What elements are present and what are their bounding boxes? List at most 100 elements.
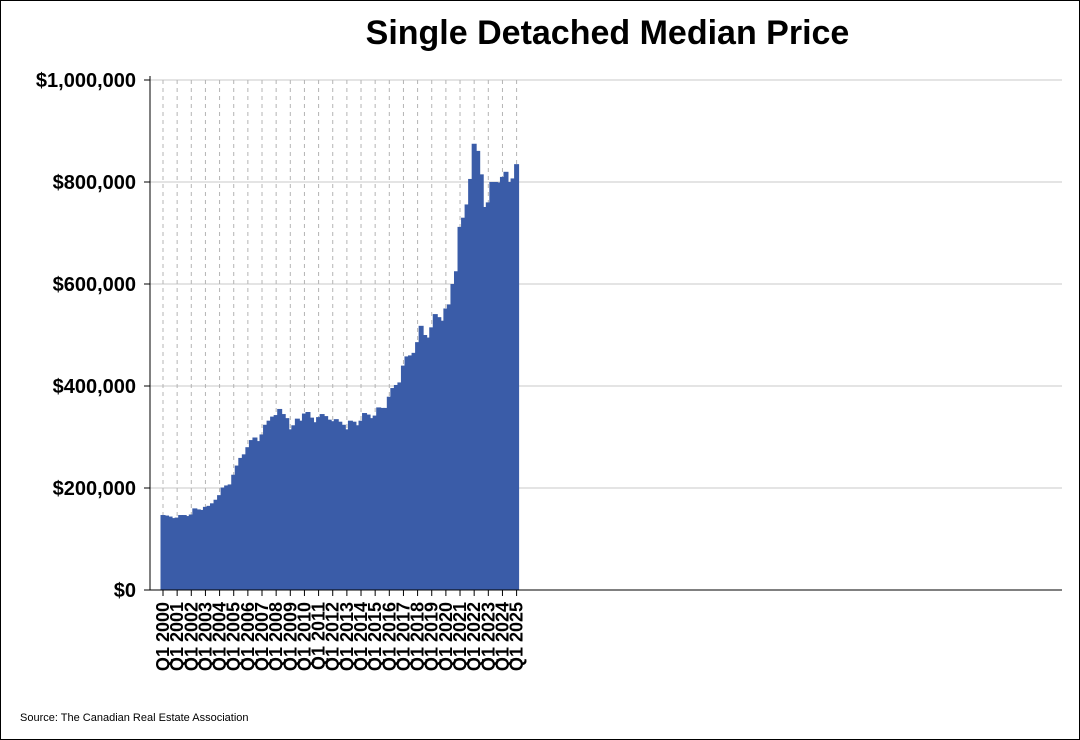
bar: [199, 509, 205, 590]
x-tick-label: Q1 2023: [478, 602, 498, 671]
bar: [489, 182, 495, 590]
y-tick-label: $200,000: [53, 478, 136, 500]
y-tick-label: $0: [114, 580, 136, 602]
x-tick-label: Q1 2016: [379, 602, 399, 671]
y-axis-tick-labels: $0 $200,000 $400,000 $600,000 $800,000 $1,000…: [36, 70, 136, 602]
bar: [280, 414, 286, 590]
bar: [234, 465, 240, 590]
bar: [383, 407, 389, 590]
x-tick-label: Q1 2013: [337, 602, 357, 671]
bar-series: [160, 143, 520, 591]
bar: [277, 408, 283, 590]
bar: [365, 414, 371, 590]
y-tick-label: $1,000,000: [36, 70, 136, 92]
bar: [252, 437, 258, 590]
bar: [202, 506, 208, 590]
bar: [213, 499, 219, 590]
bar: [188, 514, 194, 590]
bar: [400, 365, 406, 590]
bar: [178, 515, 184, 590]
x-tick-label: Q1 2022: [464, 602, 484, 671]
bar: [217, 495, 223, 590]
bar: [298, 420, 304, 590]
bar: [284, 418, 290, 590]
bar: [429, 327, 435, 590]
bar: [337, 421, 343, 590]
bar: [443, 308, 449, 590]
bar: [425, 337, 431, 590]
y-tick-label: $800,000: [53, 172, 136, 194]
bar: [453, 271, 459, 590]
bar: [323, 416, 329, 590]
chart-title: Single Detached Median Price: [365, 14, 850, 52]
bar: [220, 487, 226, 590]
source-note: Source: The Canadian Real Estate Associa…: [20, 712, 249, 724]
bar: [485, 202, 491, 590]
y-tick-label: $600,000: [53, 274, 136, 296]
bar: [418, 325, 424, 590]
bar: [376, 407, 382, 590]
bar: [432, 314, 438, 590]
bar: [291, 425, 297, 590]
bar: [167, 516, 173, 590]
x-tick-label: Q1 2017: [393, 602, 413, 671]
bar: [241, 454, 247, 590]
x-tick-label: Q1 2025: [507, 602, 527, 671]
bar: [248, 440, 254, 590]
bar: [464, 204, 470, 590]
bar: [475, 150, 481, 590]
x-tick-label: Q1 2024: [492, 602, 512, 671]
bar: [514, 164, 520, 590]
bar: [316, 417, 322, 590]
bar: [309, 417, 315, 590]
x-tick-label: Q1 2010: [294, 602, 314, 671]
x-tick-label: Q1 2009: [280, 602, 300, 671]
bar: [164, 515, 170, 590]
bar: [397, 382, 403, 590]
bar: [192, 508, 198, 590]
bar: [326, 419, 332, 590]
bar: [386, 396, 392, 590]
bar: [450, 284, 456, 590]
bar: [287, 429, 293, 590]
bar: [185, 516, 191, 590]
bar: [227, 484, 233, 590]
bar: [478, 174, 484, 590]
bar: [174, 517, 180, 590]
bar: [507, 182, 513, 590]
bar: [390, 388, 396, 590]
x-tick-label: Q1 2003: [195, 602, 215, 671]
x-tick-label: Q1 2021: [450, 602, 470, 671]
bar: [415, 342, 421, 590]
bar: [351, 421, 357, 590]
bar: [436, 317, 442, 590]
x-tick-label: Q1 2008: [266, 602, 286, 671]
bar: [358, 420, 364, 590]
bar: [439, 320, 445, 590]
x-tick-label: Q1 2012: [323, 602, 343, 671]
bar: [471, 143, 477, 590]
x-tick-label: Q1 2007: [252, 602, 272, 671]
bar: [362, 413, 368, 590]
bar: [404, 356, 410, 590]
bar: [305, 412, 311, 590]
bar: [245, 447, 251, 590]
bar: [330, 421, 336, 590]
bar: [347, 420, 353, 590]
bar: [372, 415, 378, 590]
bar: [266, 420, 272, 590]
x-tick-label: Q1 2002: [181, 602, 201, 671]
bar: [393, 384, 399, 590]
bar: [482, 206, 488, 591]
bar: [468, 178, 474, 590]
bar: [270, 416, 276, 590]
bar: [340, 424, 346, 590]
bar: [319, 414, 325, 590]
x-tick-label: Q1 2001: [167, 602, 187, 671]
x-tick-label: Q1 2018: [408, 602, 428, 671]
x-tick-label: Q1 2000: [153, 602, 173, 671]
bar: [411, 352, 417, 590]
bar: [301, 413, 307, 590]
